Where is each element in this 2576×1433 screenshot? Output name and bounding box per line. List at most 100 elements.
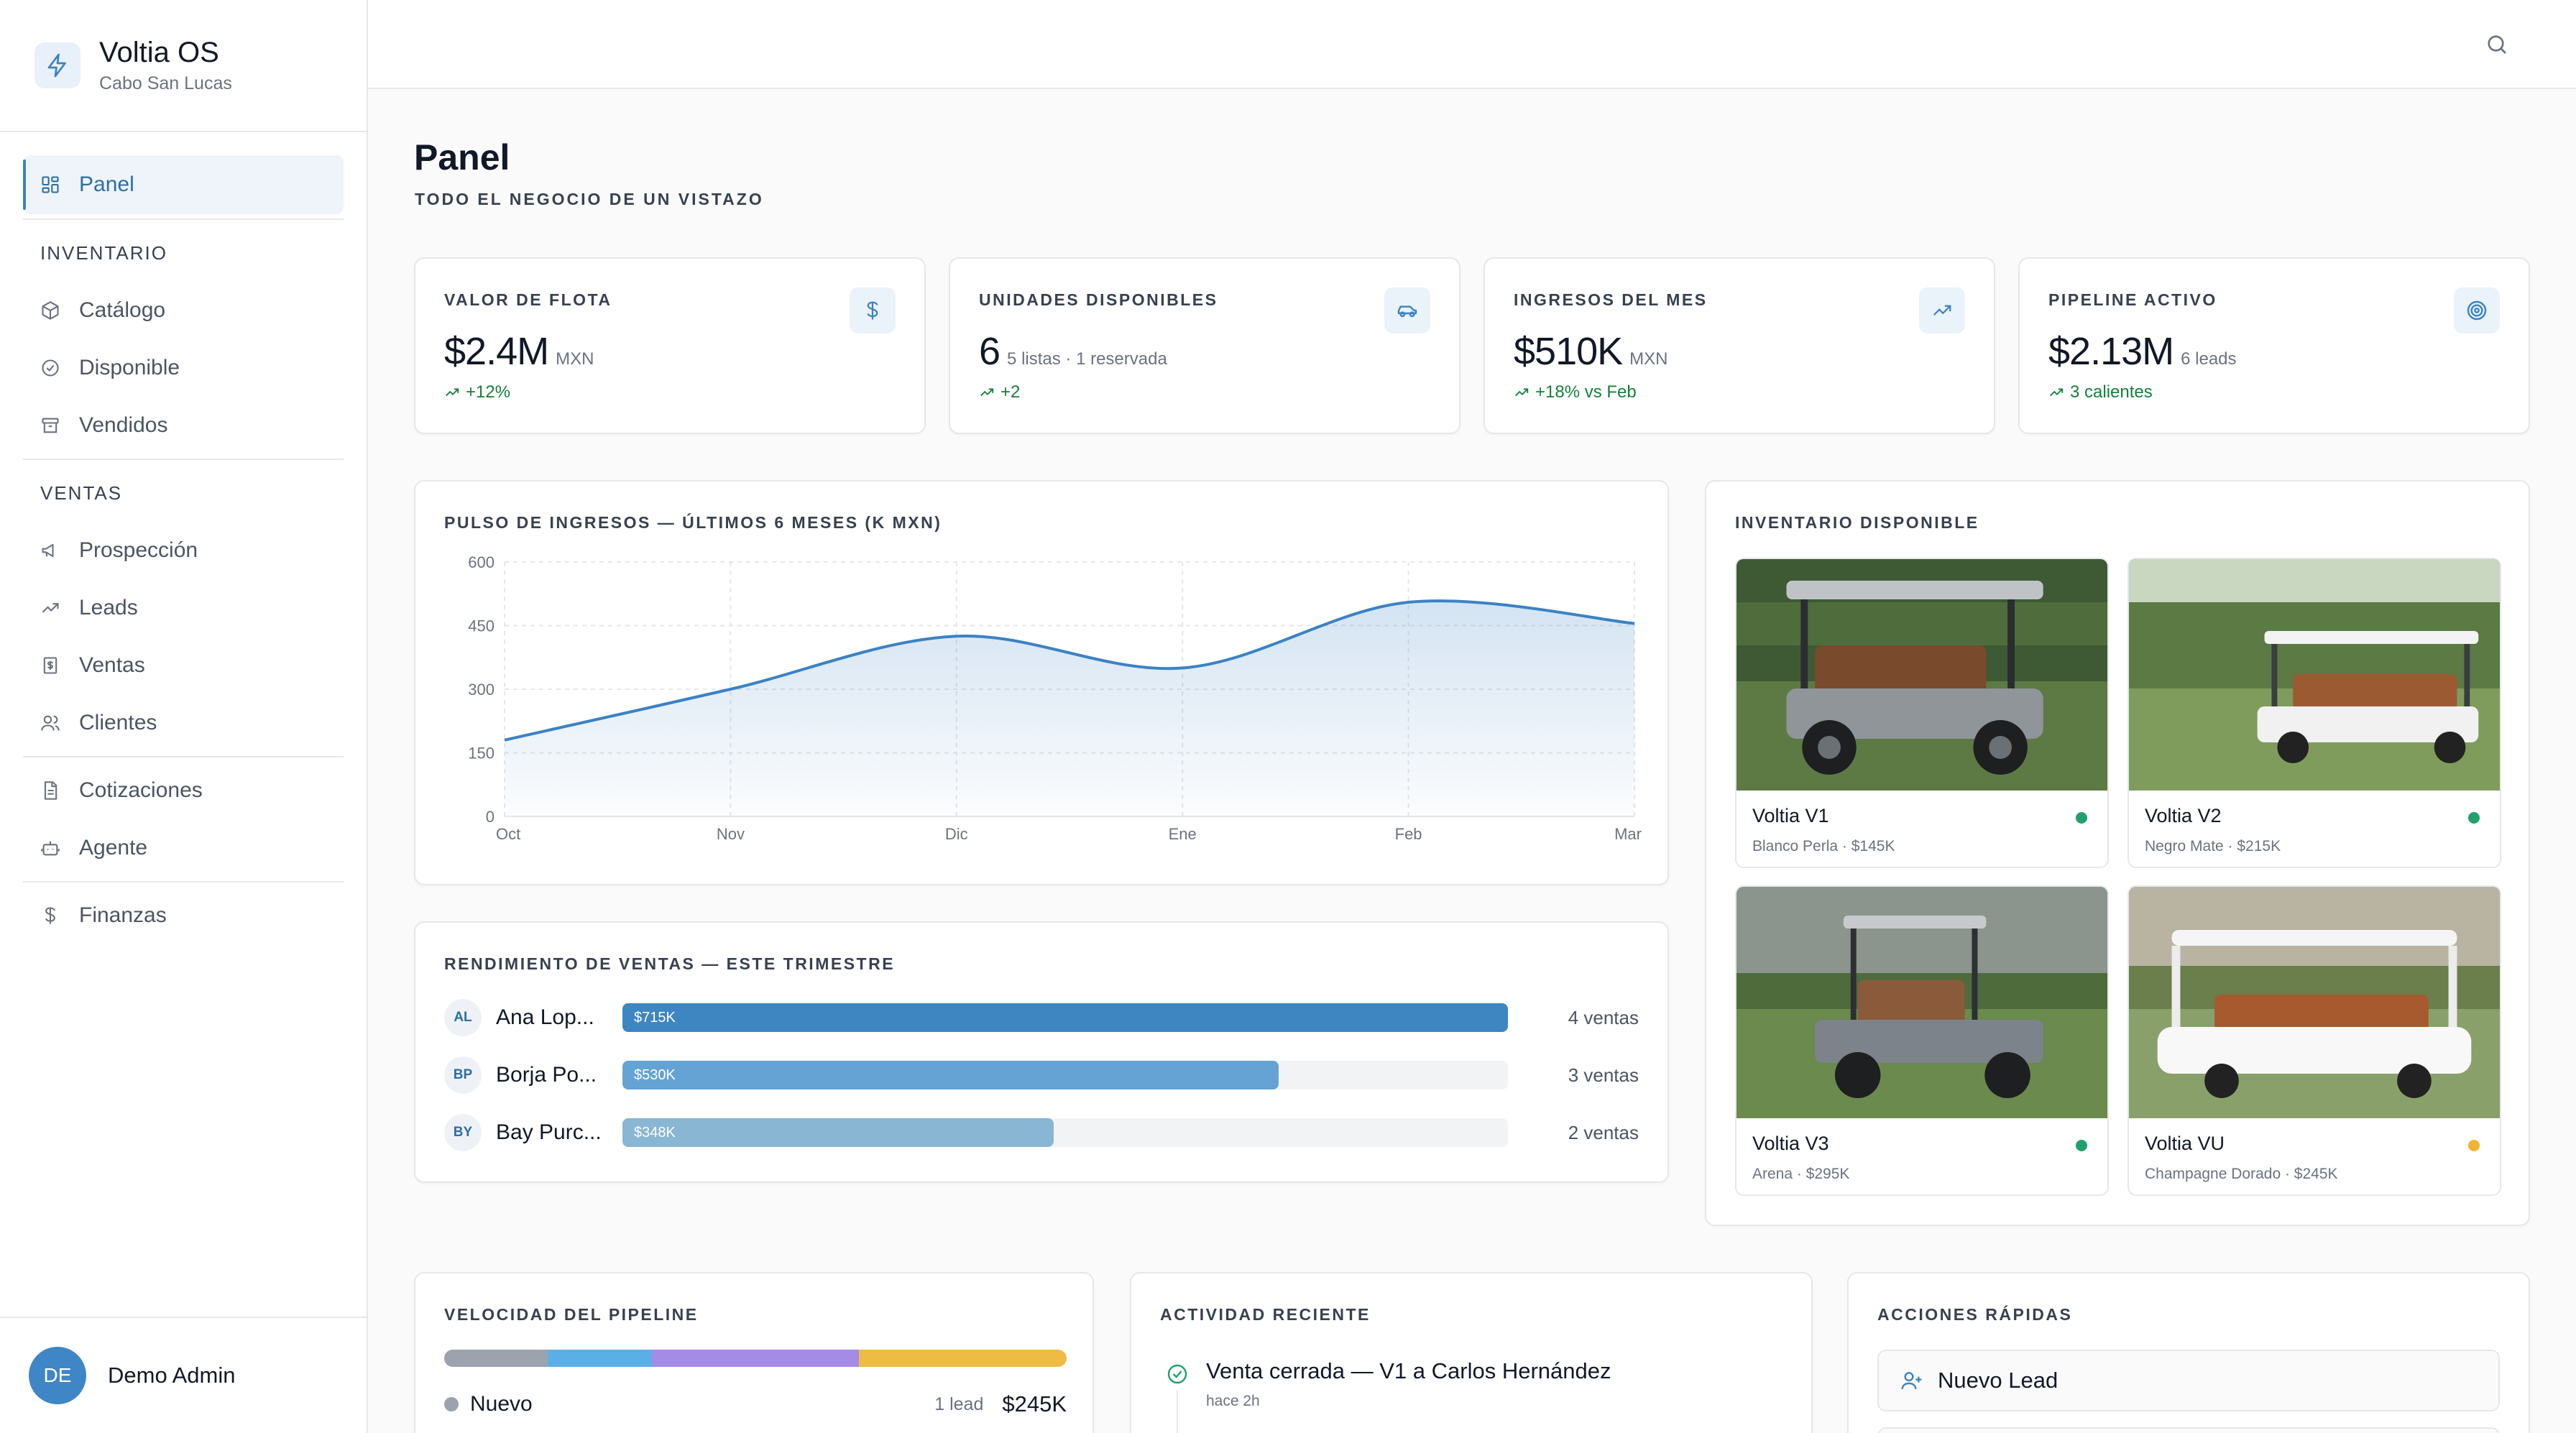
x-tick-label: Nov (717, 825, 745, 843)
inventory-item-meta: Arena · $295K (1752, 1166, 1850, 1182)
rep-name: Bay Purc... (496, 1120, 602, 1144)
document-icon (44, 781, 58, 800)
trending-up-icon (446, 388, 459, 397)
box-icon (42, 301, 59, 320)
sidebar-item-disponible[interactable]: Disponible (23, 339, 344, 397)
sidebar-item-vendidos[interactable]: Vendidos (23, 397, 344, 454)
sidebar-item-panel[interactable]: Panel (23, 155, 344, 214)
rep-bar-track: $530K (622, 1061, 1508, 1089)
pipeline-velocity-card: VELOCIDAD DEL PIPELINE Nuevo 1 lead $245… (414, 1272, 1094, 1433)
sidebar-item-catalogo[interactable]: Catálogo (23, 282, 344, 339)
check-circle-icon (42, 359, 59, 377)
kpi-value: 6 5 listas · 1 reservada (979, 329, 1167, 374)
inventory-item-name: Voltia V3 (1752, 1133, 1829, 1154)
sidebar-item-cotizaciones[interactable]: Cotizaciones (23, 762, 344, 819)
trending-up-icon (1515, 388, 1529, 397)
kpi-card-units-available: UNIDADES DISPONIBLES 6 5 listas · 1 reser… (949, 257, 1460, 434)
sidebar-item-clientes[interactable]: Clientes (23, 694, 344, 752)
x-tick-label: Oct (496, 825, 520, 843)
activity-item-time: hace 2h (1206, 1393, 1260, 1409)
kpi-value: $2.4M MXN (444, 329, 594, 374)
sales-rep-row[interactable]: BY Bay Purc... $348K 2 ventas (444, 1112, 1639, 1153)
trending-up-icon (42, 603, 59, 613)
sidebar: Voltia OS Cabo San Lucas Panel INVENTARI… (0, 0, 368, 1433)
inventory-item-v3[interactable]: Voltia V3 Arena · $295K (1735, 885, 2109, 1196)
divider (23, 881, 344, 883)
recent-activity-card: ACTIVIDAD RECIENTE Venta cerrada — V1 a … (1130, 1272, 1813, 1433)
kpi-delta-text: +18% vs Feb (1535, 382, 1637, 402)
inventory-title: INVENTARIO DISPONIBLE (1735, 513, 1979, 532)
rep-bar: $530K (622, 1061, 1279, 1089)
divider (23, 459, 344, 460)
kpi-label: PIPELINE ACTIVO (2048, 290, 2217, 309)
kpi-delta-text: +12% (466, 382, 511, 402)
kpi-card-active-pipeline: PIPELINE ACTIVO $2.13M 6 leads 3 caliente… (2018, 257, 2530, 434)
kpi-label: VALOR DE FLOTA (444, 290, 612, 309)
bolt-icon (34, 42, 80, 88)
pipeline-segment (859, 1350, 1067, 1367)
kpi-delta-text: 3 calientes (2070, 382, 2153, 402)
kpi-delta: +18% vs Feb (1514, 382, 1637, 402)
rep-bar-track: $715K (622, 1003, 1508, 1032)
rep-sales-count: 4 ventas (1568, 1006, 1639, 1028)
pipeline-segment (444, 1350, 548, 1367)
sales-rep-row[interactable]: AL Ana Lop... $715K 4 ventas (444, 997, 1639, 1038)
kpi-card-fleet-value: VALOR DE FLOTA $2.4M MXN +12% (414, 257, 926, 434)
sales-performance-title: RENDIMIENTO DE VENTAS — ESTE TRIMESTRE (444, 954, 896, 973)
rep-sales-count: 2 ventas (1568, 1121, 1639, 1143)
sales-rep-row[interactable]: BP Borja Po... $530K 3 ventas (444, 1055, 1639, 1095)
check-circle-icon (1167, 1364, 1187, 1384)
kpi-value-number: 6 (979, 330, 1000, 373)
kpi-delta: +12% (444, 382, 510, 402)
kpi-value-number: $2.13M (2048, 330, 2174, 373)
car-icon (1384, 287, 1430, 333)
sidebar-item-label: Finanzas (79, 903, 167, 927)
new-lead-button[interactable]: Nuevo Lead (1877, 1350, 2500, 1411)
inventory-item-v2[interactable]: Voltia V2 Negro Mate · $215K (2128, 558, 2501, 868)
inventory-card: INVENTARIO DISPONIBLE Voltia V1 Blanco P… (1705, 480, 2530, 1226)
quick-actions-title: ACCIONES RÁPIDAS (1877, 1305, 2073, 1324)
stage-dot (444, 1397, 459, 1411)
status-dot (2468, 812, 2480, 824)
sidebar-item-leads[interactable]: Leads (23, 579, 344, 637)
sidebar-item-finanzas[interactable]: Finanzas (23, 887, 344, 944)
x-tick-label: Ene (1169, 825, 1197, 843)
sidebar-item-label: Disponible (79, 356, 180, 379)
bot-icon (41, 841, 60, 856)
section-ventas: VENTAS (40, 481, 123, 504)
y-tick-label: 450 (468, 617, 494, 635)
kpi-label: INGRESOS DEL MES (1514, 290, 1708, 309)
sidebar-item-prospeccion[interactable]: Prospección (23, 522, 344, 579)
sidebar-item-label: Cotizaciones (79, 778, 203, 802)
sidebar-item-ventas[interactable]: Ventas (23, 637, 344, 694)
status-dot (2076, 1140, 2087, 1151)
pipeline-stage-row[interactable]: Nuevo 1 lead $245K (444, 1391, 1067, 1417)
sales-performance-card: RENDIMIENTO DE VENTAS — ESTE TRIMESTRE A… (414, 921, 1669, 1183)
x-tick-label: Mar (1614, 825, 1642, 843)
y-tick-label: 0 (486, 808, 494, 826)
page-subtitle: TODO EL NEGOCIO DE UN VISTAZO (415, 190, 764, 208)
sidebar-item-label: Leads (79, 596, 138, 619)
inventory-item-meta: Blanco Perla · $145K (1752, 838, 1895, 854)
trending-up-icon (2050, 388, 2064, 397)
sidebar-item-agente[interactable]: Agente (23, 819, 344, 877)
inventory-item-v1[interactable]: Voltia V1 Blanco Perla · $145K (1735, 558, 2109, 868)
y-tick-label: 600 (468, 553, 494, 571)
topbar (368, 0, 2576, 89)
quick-action-button[interactable] (1877, 1427, 2500, 1433)
x-tick-label: Dic (945, 825, 968, 843)
sidebar-nav: Panel INVENTARIO Catálogo Disponible Ven… (0, 132, 367, 944)
user-plus-icon (1901, 1372, 1922, 1390)
status-dot (2468, 1140, 2480, 1151)
user-menu[interactable]: DE Demo Admin (0, 1317, 367, 1433)
y-tick-label: 300 (468, 681, 494, 699)
inventory-item-vu[interactable]: Voltia VU Champagne Dorado · $245K (2128, 885, 2501, 1196)
search-button[interactable] (2484, 32, 2510, 57)
golf-cart-photo (1736, 887, 2107, 1118)
page-title: Panel (414, 137, 510, 178)
activity-item-title[interactable]: Venta cerrada — V1 a Carlos Hernández (1206, 1358, 1611, 1383)
sidebar-item-label: Panel (79, 172, 134, 196)
brand[interactable]: Voltia OS Cabo San Lucas (0, 0, 367, 132)
kpi-unit: 5 listas · 1 reservada (1007, 349, 1167, 369)
kpi-value-number: $510K (1514, 330, 1623, 373)
